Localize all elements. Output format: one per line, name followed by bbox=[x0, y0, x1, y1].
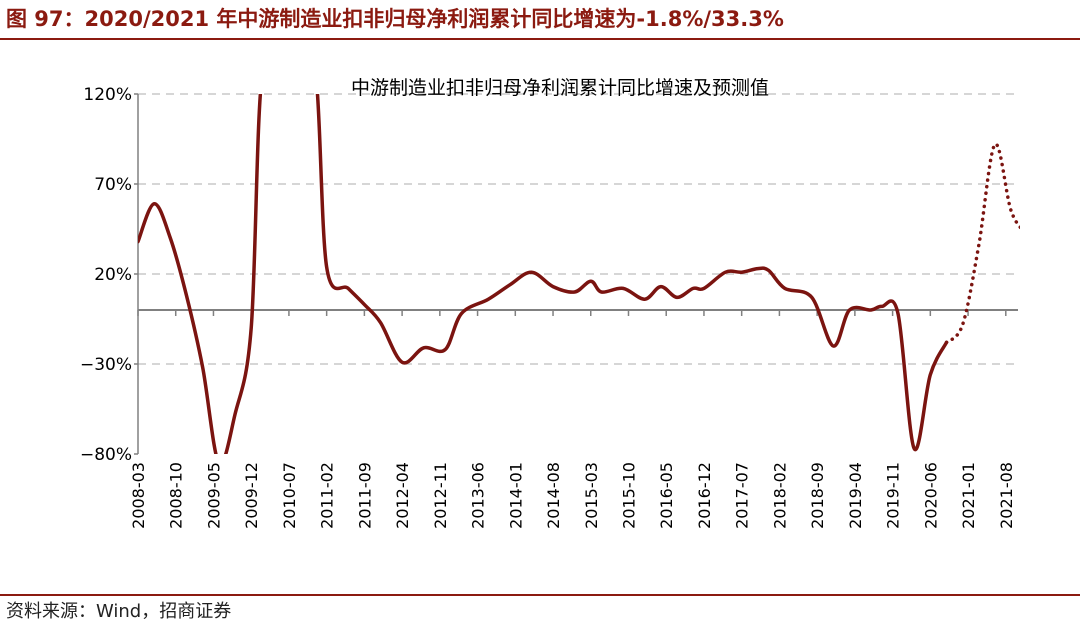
series-lines bbox=[138, 94, 1020, 454]
x-tick-label: 2008-10 bbox=[167, 462, 186, 529]
x-tick-label: 2009-12 bbox=[242, 462, 261, 529]
x-tick-label: 2018-02 bbox=[770, 462, 789, 529]
y-tick-label: 70% bbox=[94, 175, 132, 195]
y-tick-label: 20% bbox=[94, 265, 132, 285]
x-tick-label: 2020-06 bbox=[921, 462, 940, 529]
x-tick-label: 2016-05 bbox=[657, 462, 676, 529]
x-tick-label: 2008-03 bbox=[129, 462, 148, 529]
y-axis: 120% 70% 20% −30% −80% bbox=[80, 85, 139, 465]
actual-series-line bbox=[138, 94, 949, 454]
gridlines bbox=[138, 93, 1018, 365]
bottom-rule bbox=[0, 594, 1080, 596]
x-tick-label: 2018-09 bbox=[808, 462, 827, 529]
x-tick-label: 2009-05 bbox=[204, 462, 223, 529]
x-tick-label: 2012-04 bbox=[393, 462, 412, 529]
figure-title: 图 97：2020/2021 年中游制造业扣非归母净利润累计同比增速为-1.8%… bbox=[6, 7, 784, 31]
x-tick-label: 2015-10 bbox=[619, 462, 638, 529]
forecast-series-line bbox=[944, 142, 1020, 345]
line-chart: 120% 70% 20% −30% −80% 2008-03 2008-10 2009-05… bbox=[80, 77, 1020, 529]
x-tick-label: 2011-02 bbox=[318, 462, 337, 529]
x-tick-label: 2013-06 bbox=[469, 462, 488, 529]
y-tick-label: 120% bbox=[83, 85, 132, 105]
x-tick-label: 2016-12 bbox=[695, 462, 714, 529]
y-tick-label: −80% bbox=[80, 445, 132, 465]
x-tick-label: 2015-03 bbox=[582, 462, 601, 529]
x-tick-label: 2019-04 bbox=[846, 462, 865, 529]
x-tick-label: 2021-08 bbox=[997, 462, 1016, 529]
source-note: 资料来源：Wind，招商证券 bbox=[6, 601, 232, 622]
x-tick-label: 2012-11 bbox=[431, 462, 450, 529]
x-tick-label: 2017-07 bbox=[733, 462, 752, 529]
x-axis: 2008-03 2008-10 2009-05 2009-12 2010-07 2011-… bbox=[129, 309, 1018, 529]
x-tick-label: 2021-01 bbox=[959, 462, 978, 529]
x-tick-label: 2011-09 bbox=[355, 462, 374, 529]
x-tick-label: 2010-07 bbox=[280, 462, 299, 529]
x-tick-label: 2014-01 bbox=[506, 462, 525, 529]
x-tick-label: 2014-08 bbox=[544, 462, 563, 529]
x-tick-label: 2019-11 bbox=[884, 462, 903, 529]
chart-title: 中游制造业扣非归母净利润累计同比增速及预测值 bbox=[351, 77, 769, 99]
y-tick-label: −30% bbox=[80, 355, 132, 375]
top-rule bbox=[0, 38, 1080, 40]
